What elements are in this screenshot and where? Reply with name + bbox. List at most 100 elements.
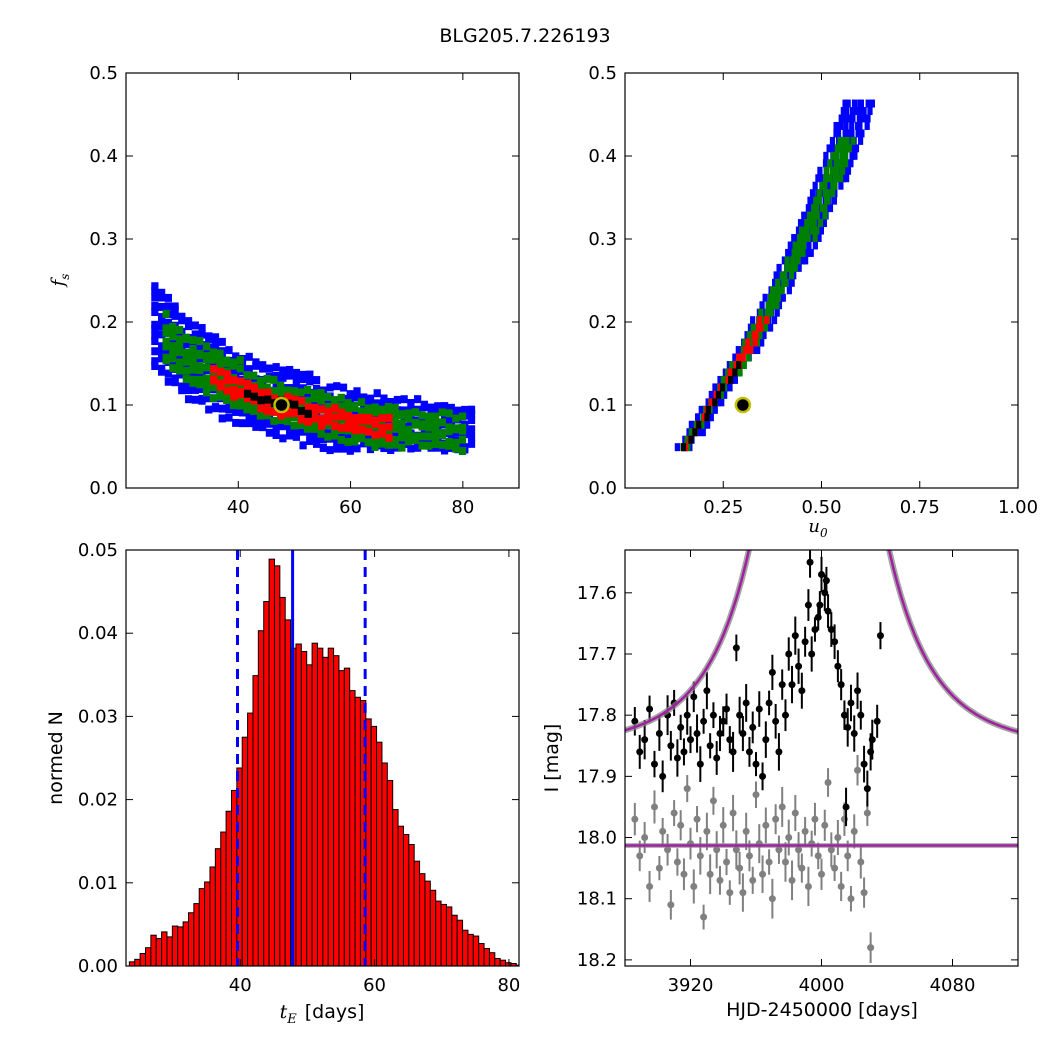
data-point bbox=[785, 834, 793, 842]
fs-u0-cell bbox=[769, 286, 776, 295]
fs-u0-cell bbox=[806, 219, 812, 228]
fs-tE-cell bbox=[250, 403, 258, 412]
fs-tE-cell bbox=[256, 411, 265, 420]
fs-tE-cell bbox=[158, 354, 166, 363]
fs-tE-cell bbox=[232, 407, 240, 416]
data-point bbox=[818, 570, 825, 578]
light-curve-plot bbox=[625, 550, 1018, 963]
fs-u0-cell bbox=[782, 271, 788, 280]
fs-tE-cell bbox=[270, 387, 278, 395]
fs-u0-cell bbox=[705, 398, 711, 407]
fs-tE-cell bbox=[380, 394, 388, 403]
data-point bbox=[857, 711, 865, 719]
fs-u0-cell bbox=[680, 443, 687, 452]
fs-tE-cell bbox=[158, 293, 166, 302]
data-point bbox=[667, 901, 675, 909]
fs-tE-cell bbox=[431, 432, 440, 441]
fs-tE-cell bbox=[265, 364, 274, 373]
data-point bbox=[752, 791, 760, 799]
fs-tE-cell bbox=[434, 402, 442, 411]
fs-tE-cell bbox=[351, 401, 359, 410]
fs-u0-cell bbox=[757, 331, 763, 340]
fs-u0-cell bbox=[817, 166, 823, 175]
fs-u0-cell bbox=[737, 368, 743, 377]
fs-u0-cell bbox=[708, 390, 714, 399]
fs-tE-cell bbox=[202, 352, 211, 361]
fs-u0-axes: 0.25 0.50 0.75 1.00 0.0 0.1 0.2 0.3 0.4 0.5 bbox=[588, 63, 1038, 518]
fs-tE-cell bbox=[467, 432, 476, 441]
fs-tE-cell bbox=[238, 419, 247, 428]
fs-tE-cell bbox=[319, 444, 327, 452]
fs-tE-cell bbox=[447, 416, 455, 425]
histogram-bar bbox=[150, 934, 157, 966]
fs-tE-cell bbox=[243, 389, 252, 398]
fs-tE-cell bbox=[405, 409, 413, 418]
fs-tE-cell bbox=[189, 365, 197, 374]
x-tick-label: 80 bbox=[451, 497, 474, 518]
data-point bbox=[726, 736, 734, 744]
fs-u0-cell bbox=[790, 256, 796, 265]
fs-tE-cell bbox=[291, 409, 299, 418]
fs-tE-cell bbox=[286, 431, 294, 440]
fs-tE-cell bbox=[458, 435, 467, 444]
fs-tE-cell bbox=[312, 384, 321, 393]
panel-fs-vs-tE: 40 60 800.00.10.20.30.40.5 fs bbox=[48, 63, 520, 518]
fs-u0-cell bbox=[829, 136, 836, 145]
best-fit-marker bbox=[273, 396, 290, 414]
fs-tE-cell bbox=[365, 414, 373, 422]
fs-u0-cell bbox=[695, 413, 701, 422]
fs-tE-cell bbox=[218, 404, 226, 413]
fs-tE-cell bbox=[458, 412, 467, 421]
fs-u0-cell bbox=[814, 226, 820, 235]
y-tick-label: 0.2 bbox=[89, 312, 118, 333]
fs-tE-cell bbox=[317, 389, 325, 397]
fs-tE-cell bbox=[360, 393, 368, 402]
data-point bbox=[876, 632, 884, 640]
data-point bbox=[680, 748, 688, 756]
fs-tE-cell bbox=[452, 444, 460, 453]
fs-u0-cell bbox=[755, 346, 761, 355]
data-point bbox=[762, 821, 770, 829]
fs-tE-cell bbox=[158, 288, 166, 297]
fs-tE-cell bbox=[438, 429, 446, 438]
fs-tE-cell bbox=[461, 405, 469, 414]
fs-tE-cell bbox=[344, 399, 352, 408]
fs-tE-cell bbox=[250, 388, 258, 397]
fs-tE-cell bbox=[318, 405, 326, 414]
fs-u0-cell bbox=[774, 301, 780, 310]
fs-tE-cell bbox=[243, 379, 252, 388]
fs-tE-cell bbox=[279, 373, 287, 382]
data-point bbox=[739, 730, 747, 738]
fs-tE-cell bbox=[216, 367, 225, 376]
fs-tE-cell bbox=[250, 371, 258, 380]
data-point bbox=[818, 870, 825, 878]
fs-tE-cell bbox=[243, 401, 251, 410]
fs-u0-cell bbox=[688, 435, 694, 444]
fs-tE-cell bbox=[279, 422, 287, 431]
fs-tE-cell bbox=[384, 440, 393, 449]
fs-tE-cell bbox=[384, 402, 393, 411]
fs-tE-cell bbox=[333, 444, 341, 453]
fs-tE-cell bbox=[164, 302, 172, 311]
fs-tE-cell bbox=[393, 395, 402, 404]
fs-tE-cell bbox=[299, 441, 307, 450]
fs-tE-cell bbox=[467, 405, 476, 414]
fs-tE-cell bbox=[151, 337, 159, 346]
fs-tE-cell bbox=[236, 401, 244, 410]
fs-u0-cell bbox=[807, 196, 813, 205]
fs-tE-cell bbox=[198, 330, 206, 339]
fs-tE-cell bbox=[467, 416, 476, 425]
fs-u0-cell bbox=[780, 293, 786, 302]
fs-tE-cell bbox=[337, 435, 345, 444]
fs-u0-cell bbox=[804, 226, 810, 235]
fs-tE-cell bbox=[202, 388, 211, 397]
data-point bbox=[857, 858, 865, 866]
histogram-bar bbox=[263, 601, 270, 966]
data-point bbox=[781, 858, 789, 866]
fs-tE-cell bbox=[245, 352, 253, 361]
fs-tE-cell bbox=[333, 439, 341, 448]
fs-tE-cell bbox=[378, 414, 386, 423]
fs-tE-cell bbox=[344, 424, 353, 433]
fs-tE-cell bbox=[310, 389, 318, 398]
fs-tE-cell bbox=[385, 433, 393, 442]
